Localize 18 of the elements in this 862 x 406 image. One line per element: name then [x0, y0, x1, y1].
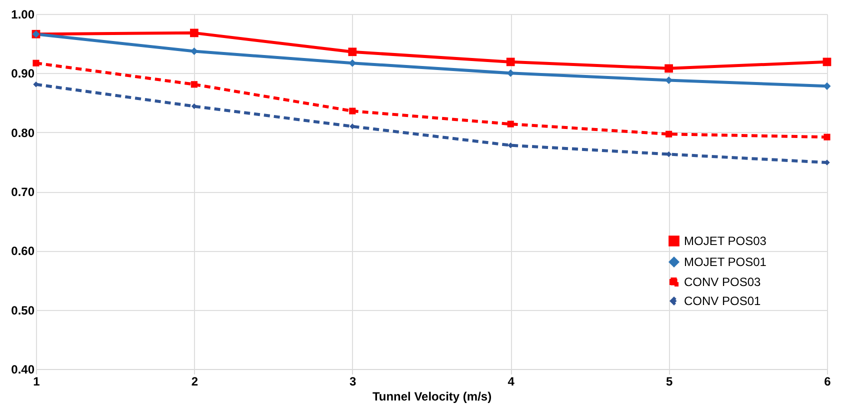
legend-label: MOJET POS01: [684, 255, 767, 269]
y-tick-label: 0.50: [11, 303, 35, 318]
x-tick-label: 4: [508, 374, 515, 388]
x-tick-label: 5: [666, 374, 673, 388]
x-tick-label: 3: [350, 374, 357, 388]
legend-label: CONV POS01: [684, 294, 762, 308]
y-tick-label: 1.00: [11, 8, 35, 22]
y-tick-label: 0.70: [11, 185, 35, 199]
y-tick-label: 0.60: [11, 244, 35, 258]
y-tick-label: 0.90: [11, 66, 35, 81]
y-tick-label: 0.80: [11, 126, 35, 140]
x-axis-title: Tunnel Velocity (m/s): [372, 390, 492, 404]
y-tick-label: 0.40: [11, 362, 35, 376]
legend-label: MOJET POS03: [684, 234, 767, 248]
x-tick-label: 2: [191, 374, 198, 388]
x-tick-label: 6: [824, 374, 832, 388]
x-tick-label: 1: [33, 374, 40, 388]
legend-label: CONV POS03: [684, 275, 762, 289]
